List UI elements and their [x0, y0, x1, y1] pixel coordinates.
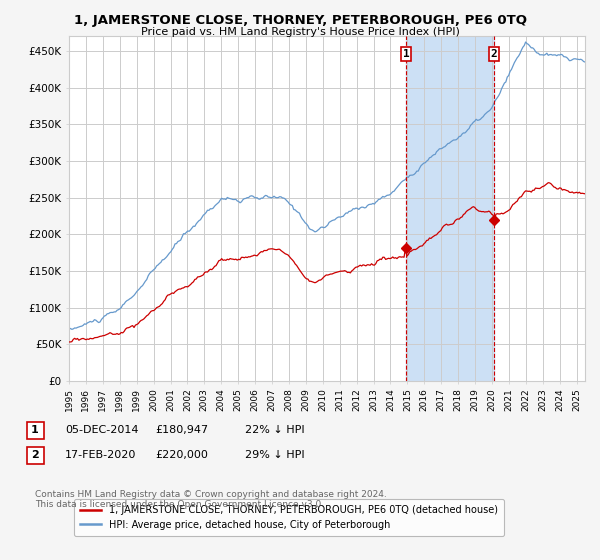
- Text: Contains HM Land Registry data © Crown copyright and database right 2024.
This d: Contains HM Land Registry data © Crown c…: [35, 490, 387, 510]
- Text: 1: 1: [403, 49, 409, 59]
- Text: 2: 2: [31, 450, 39, 460]
- Text: Price paid vs. HM Land Registry's House Price Index (HPI): Price paid vs. HM Land Registry's House …: [140, 27, 460, 37]
- Text: 29% ↓ HPI: 29% ↓ HPI: [245, 450, 305, 460]
- FancyBboxPatch shape: [26, 422, 44, 438]
- Text: 2: 2: [491, 49, 497, 59]
- FancyBboxPatch shape: [26, 446, 44, 464]
- Text: £180,947: £180,947: [155, 425, 208, 435]
- Legend: 1, JAMERSTONE CLOSE, THORNEY, PETERBOROUGH, PE6 0TQ (detached house), HPI: Avera: 1, JAMERSTONE CLOSE, THORNEY, PETERBOROU…: [74, 500, 503, 536]
- Text: 05-DEC-2014: 05-DEC-2014: [65, 425, 139, 435]
- Text: 1: 1: [31, 425, 39, 435]
- Text: £220,000: £220,000: [155, 450, 208, 460]
- Text: 17-FEB-2020: 17-FEB-2020: [65, 450, 136, 460]
- Bar: [406, 36, 494, 381]
- Text: 22% ↓ HPI: 22% ↓ HPI: [245, 425, 305, 435]
- Text: 1, JAMERSTONE CLOSE, THORNEY, PETERBOROUGH, PE6 0TQ: 1, JAMERSTONE CLOSE, THORNEY, PETERBOROU…: [74, 14, 527, 27]
